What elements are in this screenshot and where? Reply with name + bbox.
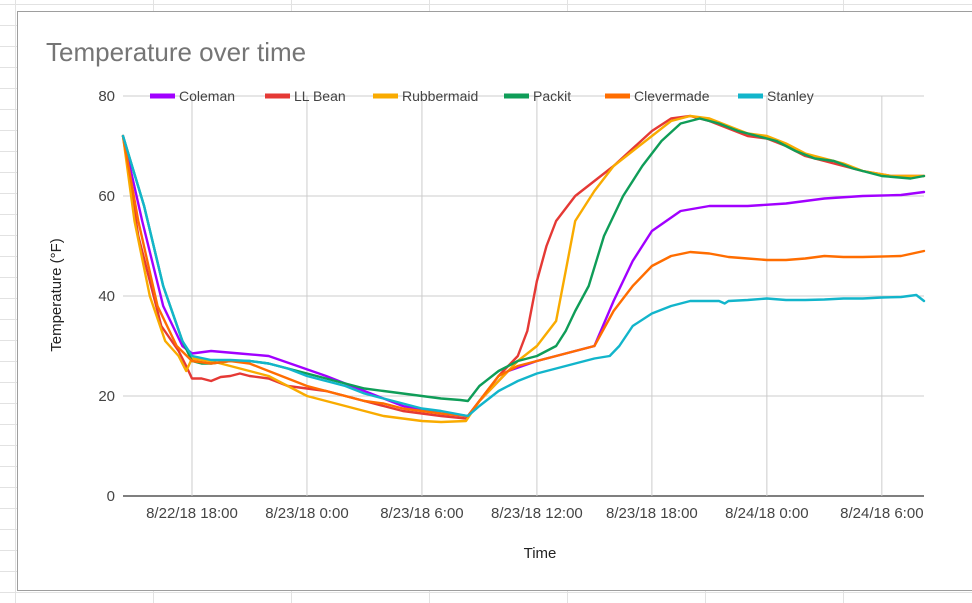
y-axis-label: Temperature (°F) — [48, 238, 65, 352]
x-tick-label: 8/23/18 0:00 — [265, 505, 348, 522]
y-tick-labels: 0 20 40 60 80 — [98, 88, 115, 505]
y-tick-label: 20 — [98, 388, 115, 405]
series-line-ll-bean — [121, 114, 926, 420]
series-line-clevermade — [121, 134, 926, 418]
chart-title: Temperature over time — [46, 37, 306, 67]
y-tick-label: 0 — [107, 488, 115, 505]
series-line-stanley — [121, 134, 926, 418]
x-tick-label: 8/23/18 12:00 — [491, 505, 583, 522]
legend-label-coleman: Coleman — [179, 88, 235, 104]
x-axis-label: Time — [524, 545, 557, 562]
y-tick-label: 80 — [98, 88, 115, 105]
x-tick-label: 8/22/18 18:00 — [146, 505, 238, 522]
y-tick-label: 40 — [98, 288, 115, 305]
series-lines — [121, 114, 926, 424]
legend-label-ll-bean: LL Bean — [294, 88, 346, 104]
x-tick-label: 8/23/18 6:00 — [380, 505, 463, 522]
x-tick-label: 8/23/18 18:00 — [606, 505, 698, 522]
x-tick-labels: 8/22/18 18:00 8/23/18 0:00 8/23/18 6:00 8/2… — [146, 505, 923, 522]
gridlines — [123, 95, 924, 497]
legend-label-packit: Packit — [533, 88, 571, 104]
x-tick-label: 8/24/18 6:00 — [840, 505, 923, 522]
series-line-rubbermaid — [121, 114, 926, 424]
x-tick-label: 8/24/18 0:00 — [725, 505, 808, 522]
legend: Coleman LL Bean Rubbermaid Packit Clevermade… — [150, 88, 814, 104]
legend-label-clevermade: Clevermade — [634, 88, 710, 104]
legend-label-rubbermaid: Rubbermaid — [402, 88, 478, 104]
y-tick-label: 60 — [98, 188, 115, 205]
legend-label-stanley: Stanley — [767, 88, 814, 104]
